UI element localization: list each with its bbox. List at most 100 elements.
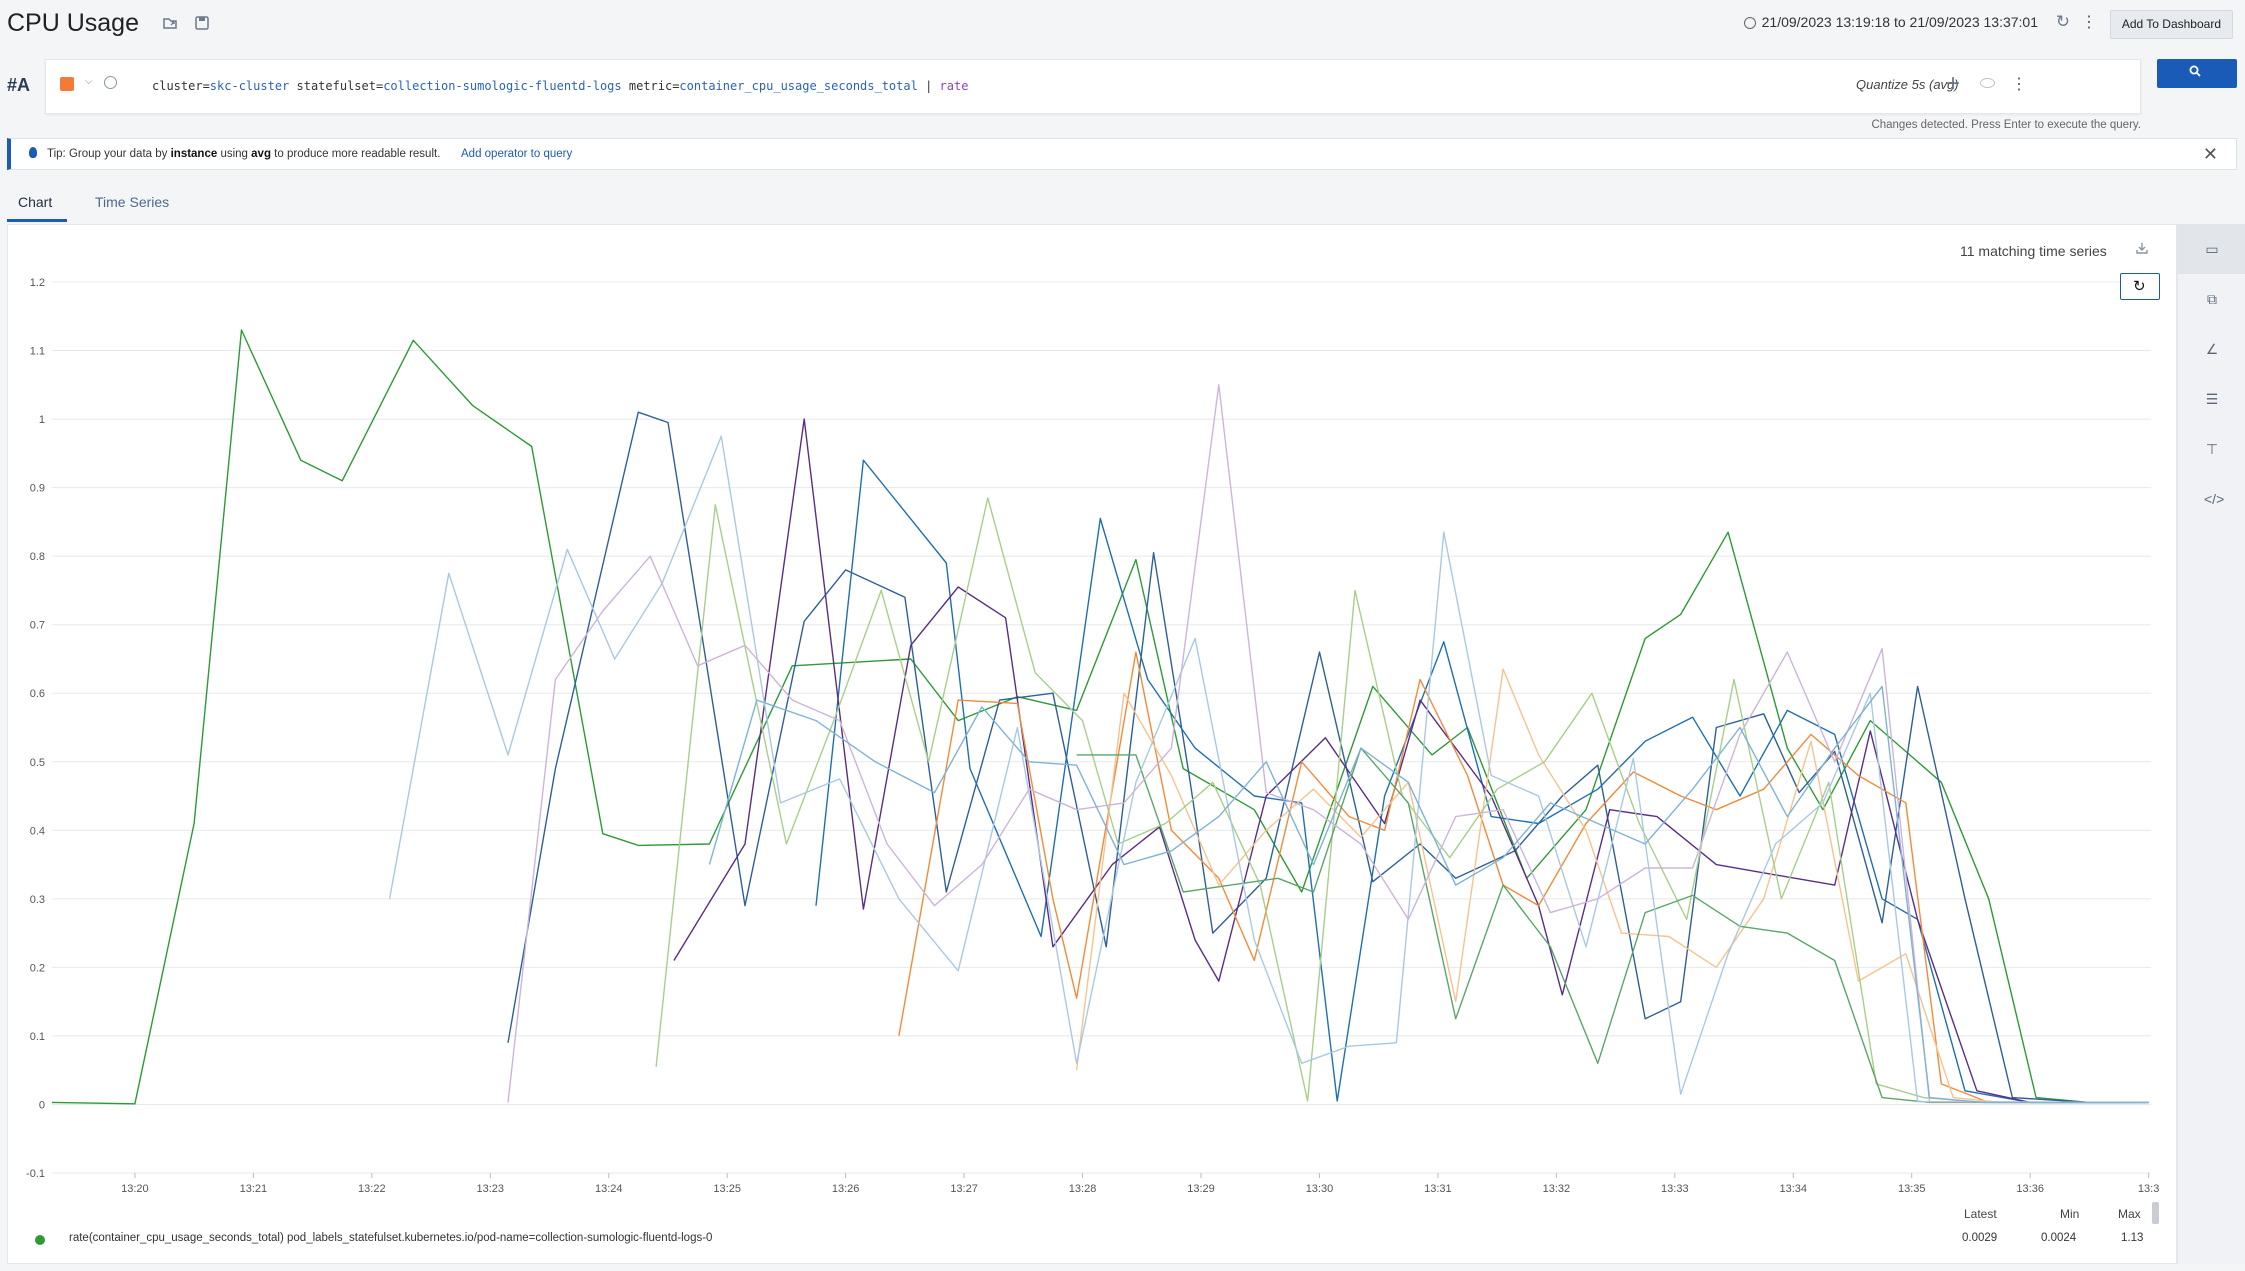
- matching-series-count: 11 matching time series: [1960, 243, 2107, 259]
- query-token: |: [917, 79, 940, 93]
- axis-icon: ∠: [2205, 341, 2219, 357]
- legend-color-swatch: [35, 1235, 45, 1245]
- query-options-icon[interactable]: ⋮: [2011, 76, 2027, 93]
- chevron-down-icon[interactable]: ⌵: [85, 76, 93, 87]
- active-tab-indicator: [7, 219, 67, 222]
- quantize-selector[interactable]: Quantize 5s (avg): [1856, 77, 1959, 92]
- query-token: skc-cluster: [209, 79, 290, 93]
- x-tick-label: 13:33: [1661, 1183, 1689, 1195]
- query-token: rate: [939, 79, 969, 93]
- legend-series-name[interactable]: rate(container_cpu_usage_seconds_total) …: [69, 1232, 713, 1244]
- list-icon: ☰: [2205, 391, 2219, 407]
- y-tick-label: 0.5: [30, 757, 45, 769]
- save-icon[interactable]: [193, 14, 211, 32]
- x-tick-label: 13:34: [1780, 1183, 1808, 1195]
- tip-banner: Tip: Group your data by instance using a…: [7, 138, 2237, 170]
- page-title: CPU Usage: [7, 9, 139, 37]
- sidebar-item-display[interactable]: ▭: [2178, 224, 2245, 274]
- eye-icon[interactable]: [1980, 78, 1995, 88]
- x-tick-label: 13:31: [1424, 1183, 1452, 1195]
- time-shift-icon[interactable]: [104, 76, 117, 89]
- series-line[interactable]: [655, 497, 2149, 1104]
- series-line[interactable]: [898, 651, 2149, 1104]
- tip-text: Tip: Group your data by instance using a…: [47, 148, 441, 160]
- query-editor[interactable]: ⌵ cluster=skc-cluster statefulset=collec…: [45, 59, 2141, 114]
- add-to-dashboard-button[interactable]: Add To Dashboard: [2109, 10, 2233, 39]
- y-tick-label: 1: [39, 414, 45, 426]
- chart-settings-sidebar: ▭ ⧉ ∠ ☰ ⊤ </>: [2177, 224, 2245, 1264]
- clock-icon: [1743, 17, 1756, 29]
- y-tick-label: 0.4: [30, 825, 45, 837]
- tab-time-series[interactable]: Time Series: [95, 194, 170, 210]
- y-tick-label: 0.1: [30, 1031, 45, 1043]
- legend-header-latest: Latest: [1964, 1207, 1997, 1221]
- query-token: collection-sumologic-fluentd-logs: [383, 79, 622, 93]
- x-tick-label: 13:32: [1543, 1183, 1571, 1195]
- legend-latest-value: 0.0029: [1962, 1232, 1998, 1244]
- series-line[interactable]: [673, 418, 2149, 1104]
- series-line[interactable]: [51, 329, 2149, 1105]
- series-line[interactable]: [507, 411, 2149, 1104]
- threshold-icon: ⊤: [2205, 441, 2219, 457]
- x-tick-label: 13:3: [2138, 1183, 2159, 1195]
- search-icon: [2189, 64, 2201, 77]
- y-tick-label: 1.1: [30, 346, 45, 358]
- lightbulb-icon: [29, 147, 37, 158]
- close-icon[interactable]: ✕: [2202, 144, 2218, 164]
- query-label: #A: [7, 75, 31, 95]
- query-input[interactable]: cluster=skc-cluster statefulset=collecti…: [152, 79, 968, 93]
- series-line[interactable]: [708, 685, 2149, 1104]
- x-tick-label: 13:22: [358, 1183, 386, 1195]
- y-tick-label: 1.2: [30, 277, 45, 289]
- sidebar-item-json[interactable]: </>: [2178, 474, 2245, 524]
- more-options-icon[interactable]: ⋮: [2081, 14, 2097, 31]
- legend-scrollbar[interactable]: [2152, 1202, 2159, 1224]
- legend-min-value: 0.0024: [2041, 1232, 2077, 1244]
- metrics-mode-icon[interactable]: [60, 77, 74, 91]
- y-tick-label: 0.9: [30, 483, 45, 495]
- run-query-button[interactable]: [2157, 59, 2237, 88]
- series-line[interactable]: [1076, 747, 2149, 1104]
- series-line[interactable]: [507, 384, 2149, 1104]
- download-icon[interactable]: [2134, 240, 2150, 256]
- chart-panel: [7, 224, 2177, 1264]
- x-tick-label: 13:29: [1187, 1183, 1215, 1195]
- x-tick-label: 13:20: [121, 1183, 149, 1195]
- y-tick-label: -0.1: [26, 1168, 45, 1180]
- open-search-icon[interactable]: [161, 14, 179, 32]
- layers-icon: ⧉: [2207, 291, 2217, 307]
- legend-header-max: Max: [2118, 1207, 2141, 1221]
- series-line[interactable]: [1075, 668, 2149, 1104]
- query-token: statefulset=: [289, 79, 384, 93]
- query-token: container_cpu_usage_seconds_total: [679, 79, 918, 93]
- add-operator-icon[interactable]: +: [1946, 70, 1961, 97]
- y-tick-label: 0.6: [30, 688, 45, 700]
- x-tick-label: 13:26: [832, 1183, 860, 1195]
- sidebar-item-axes[interactable]: ∠: [2178, 324, 2245, 374]
- legend-max-value: 1.13: [2121, 1232, 2144, 1244]
- sidebar-item-legend[interactable]: ☰: [2178, 374, 2245, 424]
- x-tick-label: 13:24: [595, 1183, 623, 1195]
- header-bar: CPU Usage 21/09/2023 13:19:18 to 21/09/2…: [0, 0, 2245, 50]
- refresh-icon[interactable]: ↻: [2055, 12, 2070, 31]
- y-tick-label: 0.7: [30, 620, 45, 632]
- time-range-picker[interactable]: 21/09/2023 13:19:18 to 21/09/2023 13:37:…: [1743, 14, 2038, 30]
- add-operator-link[interactable]: Add operator to query: [461, 148, 573, 160]
- x-tick-label: 13:23: [477, 1183, 505, 1195]
- x-tick-label: 13:30: [1306, 1183, 1334, 1195]
- chart-legend: Latest Min Max rate(container_cpu_usage_…: [7, 1202, 2167, 1262]
- reset-zoom-button[interactable]: ↻: [2120, 273, 2160, 300]
- x-tick-label: 13:28: [1069, 1183, 1097, 1195]
- x-tick-label: 13:27: [950, 1183, 978, 1195]
- monitor-icon: ▭: [2205, 241, 2219, 257]
- sidebar-item-overrides[interactable]: ⧉: [2178, 274, 2245, 324]
- y-tick-label: 0.3: [30, 894, 45, 906]
- x-tick-label: 13:35: [1898, 1183, 1926, 1195]
- series-line[interactable]: [815, 459, 2149, 1104]
- tab-chart[interactable]: Chart: [18, 194, 53, 210]
- sidebar-item-thresholds[interactable]: ⊤: [2178, 424, 2245, 474]
- y-tick-label: 0.2: [30, 962, 45, 974]
- query-token: cluster=: [152, 79, 210, 93]
- y-tick-label: 0.8: [30, 551, 45, 563]
